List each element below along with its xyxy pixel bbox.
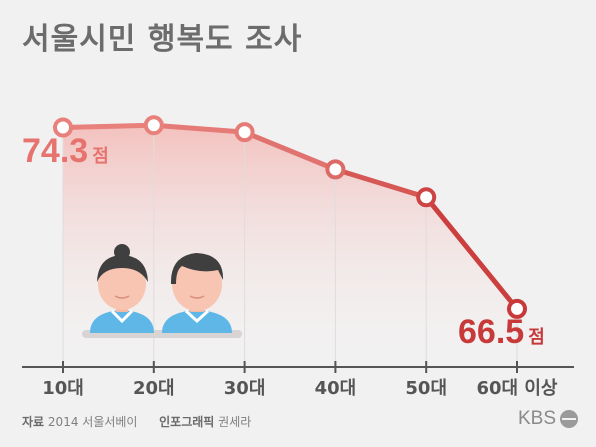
- data-label: 74.3 점: [22, 132, 109, 170]
- graphic-label: 인포그래픽: [159, 415, 215, 429]
- graphic-author: 권세라: [218, 415, 252, 429]
- series-line-segment: [242, 129, 338, 172]
- kbs-logo-icon: [560, 410, 578, 428]
- woman-avatar-icon: [90, 244, 154, 333]
- data-label-number: 66.5: [458, 313, 524, 351]
- plot-area: [53, 115, 527, 367]
- kbs-logo-text: KBS: [517, 408, 556, 429]
- data-label-unit: 점: [92, 146, 109, 167]
- series-line-segment: [332, 166, 429, 200]
- man-avatar-icon: [162, 253, 232, 333]
- data-point: [143, 115, 164, 136]
- data-label: 66.5 점: [458, 313, 545, 351]
- avatar-illustration: [82, 244, 242, 338]
- data-point: [234, 122, 255, 143]
- source-text: 2014 서울서베이: [47, 415, 138, 429]
- x-tick-label: 30대: [224, 378, 266, 399]
- x-tick-label: 40대: [315, 378, 357, 399]
- x-tick-label: 60대 이상: [477, 378, 558, 399]
- x-tick-label: 10대: [42, 378, 84, 399]
- area-fill: [63, 125, 517, 367]
- x-axis: 10대 20대 30대 40대 50대 60대 이상: [22, 361, 574, 399]
- x-tick-label: 20대: [133, 378, 175, 399]
- source-label: 자료: [22, 415, 45, 429]
- data-label-number: 74.3: [22, 132, 88, 170]
- data-labels: 74.3 점66.5 점: [22, 132, 545, 351]
- series-line-segment: [60, 122, 157, 131]
- data-label-unit: 점: [528, 327, 545, 348]
- footer: 자료 2014 서울서베이 인포그래픽 권세라: [22, 413, 251, 430]
- data-point: [416, 187, 437, 208]
- data-point: [325, 159, 346, 180]
- series-line-segment: [423, 194, 520, 312]
- kbs-logo: KBS: [518, 408, 578, 430]
- series-line-segment: [151, 122, 248, 135]
- chart-title: 서울시민 행복도 조사: [22, 22, 303, 57]
- data-point: [53, 117, 73, 138]
- x-tick-label: 50대: [405, 378, 447, 399]
- data-point: [507, 298, 527, 319]
